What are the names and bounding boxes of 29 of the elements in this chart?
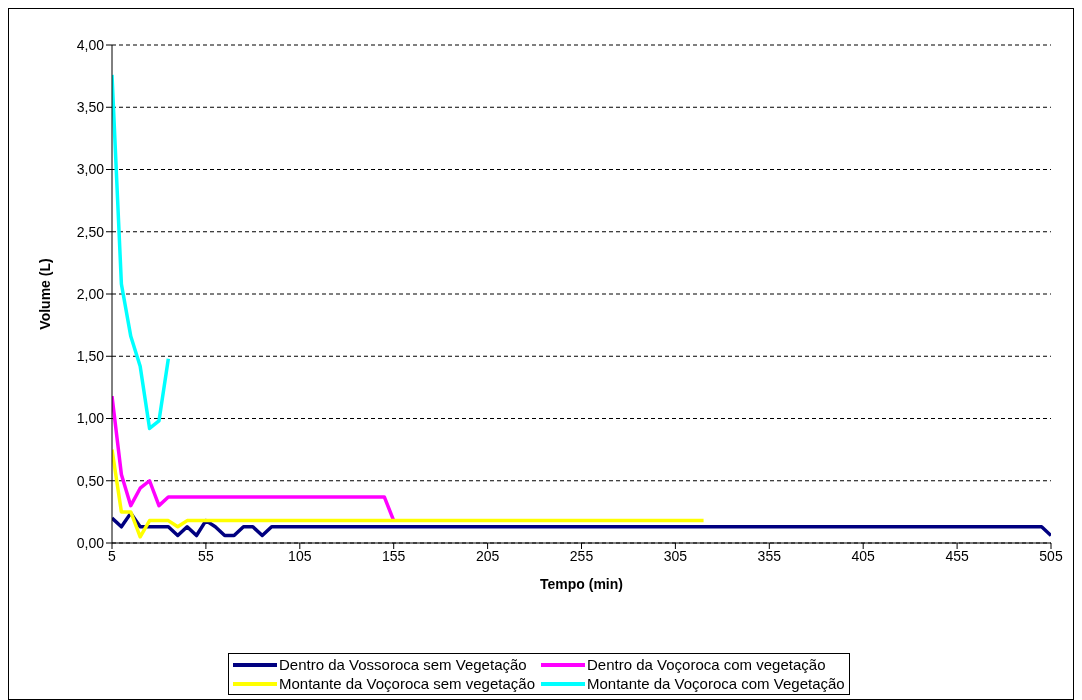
y-tick-label: 0,50 [76,472,105,489]
x-tick-label: 205 [475,547,500,564]
x-tick-label: 155 [382,547,406,564]
x-tick-label: 5 [108,547,117,564]
line-series [112,447,706,539]
x-axis-title: Tempo (min) [540,576,623,592]
y-tick-label: 1,50 [76,348,105,365]
y-tick-label: 2,50 [76,223,105,240]
x-tick-label: 455 [945,547,969,564]
y-tick-label: 2,00 [76,285,105,302]
x-tick-label: 105 [288,547,312,564]
y-tick-label: 4,00 [76,36,105,53]
line-series [112,511,1051,538]
x-tick-label: 405 [851,547,876,564]
legend-label: Montante da Voçoroca com Vegetação [587,675,845,692]
legend-label: Dentro da Voçoroca com vegetação [587,656,826,673]
x-tick-label: 355 [757,547,782,564]
y-axis-title: Volume (L) [36,258,53,330]
x-tick-label: 305 [663,547,688,564]
legend-label: Dentro da Vossoroca sem Vegetação [279,656,527,673]
line-series [112,73,171,431]
y-tick-label: 3,50 [76,99,105,116]
x-tick-label: 55 [198,547,214,564]
x-tick-label: 505 [1039,547,1063,564]
y-tick-label: 0,00 [76,534,105,551]
y-tick-label: 1,00 [76,410,105,427]
y-tick-label: 3,00 [76,161,105,178]
x-tick-label: 255 [569,547,594,564]
legend-label: Montante da Voçoroca sem vegetação [279,675,535,692]
